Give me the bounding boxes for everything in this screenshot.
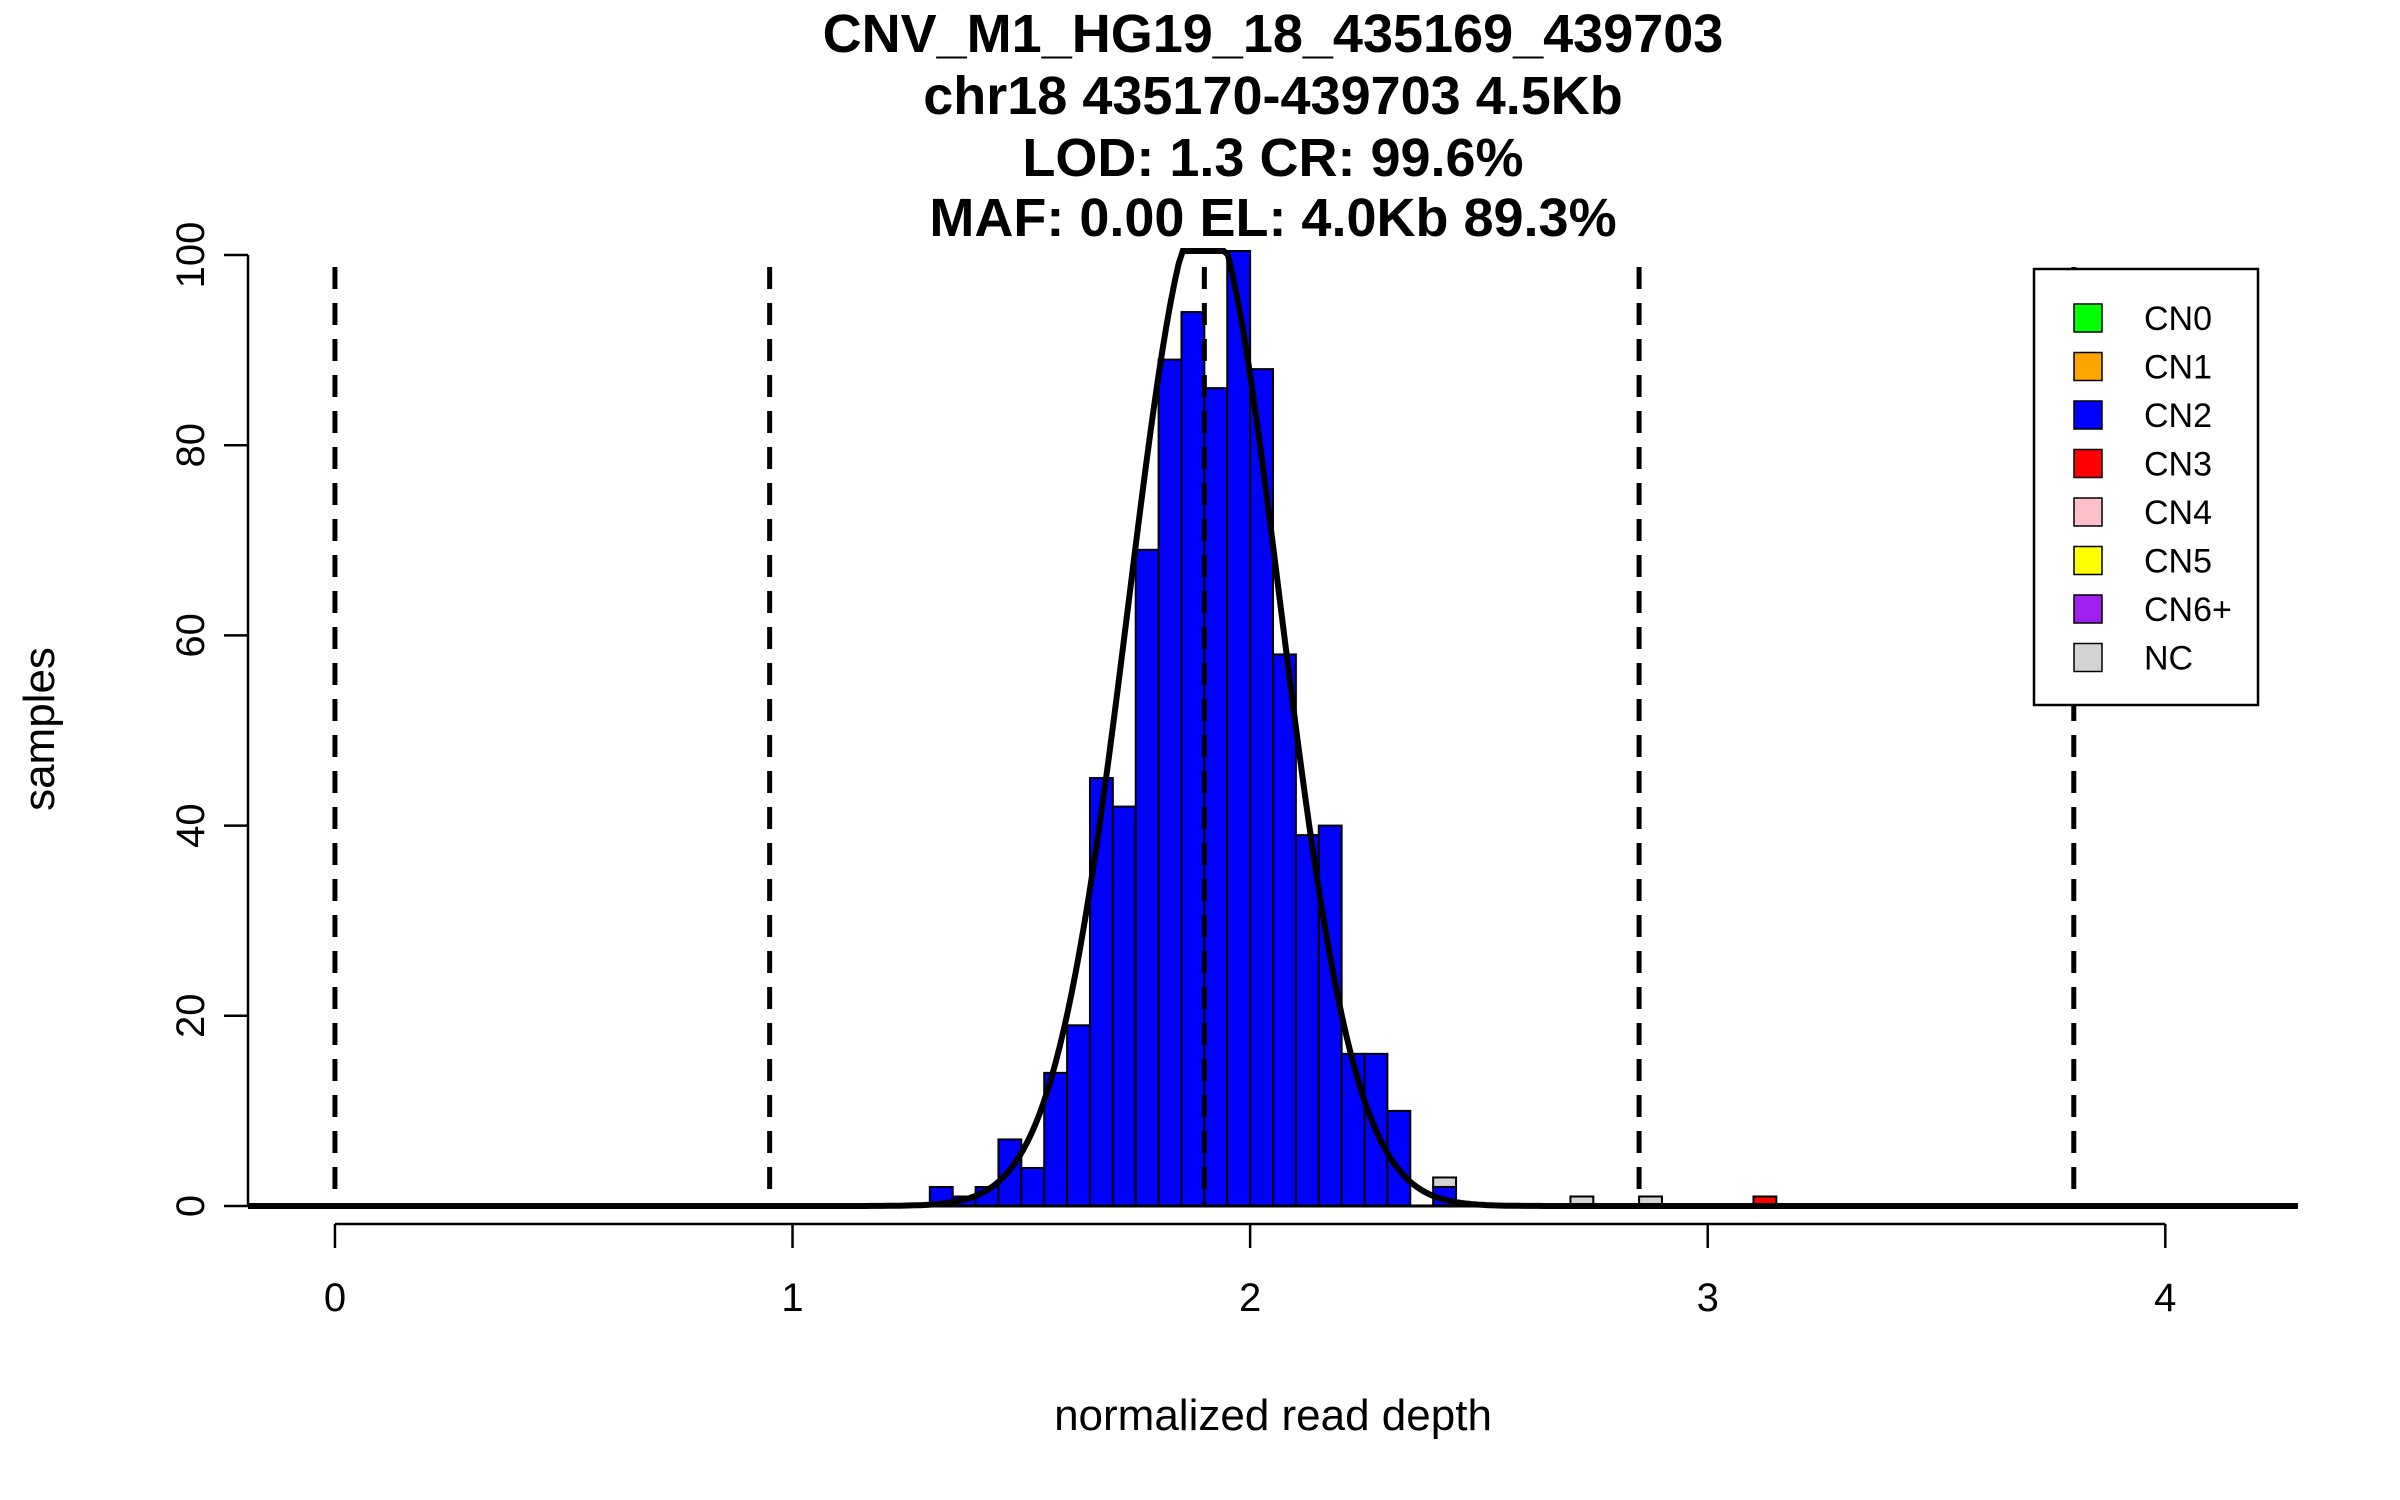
x-axis: 0 1 2 3 4 — [324, 1222, 2176, 1320]
x-tick-label-3: 3 — [1697, 1276, 1719, 1320]
bar-cn2-2.15 — [1317, 824, 1343, 1207]
legend-swatch-cn2 — [2073, 400, 2103, 430]
bar-cn2-1.70 — [1111, 805, 1137, 1208]
bar-cn2-1.60 — [1066, 1024, 1091, 1208]
legend-swatch-cn6plus — [2073, 594, 2103, 624]
legend-label-cn4: CN4 — [2144, 494, 2212, 532]
x-tick-label-1: 1 — [781, 1276, 803, 1320]
bar-cn2-1.50 — [1020, 1166, 1046, 1207]
legend-swatch-cn1 — [2073, 351, 2103, 382]
x-tick-label-0: 0 — [324, 1276, 346, 1320]
bar-cn2-2.05 — [1272, 653, 1297, 1207]
y-tick-label-20: 20 — [169, 994, 213, 1039]
bar-cn2-1.65 — [1088, 777, 1114, 1207]
bar-cn2-2.20 — [1340, 1052, 1366, 1207]
x-tick-label-4: 4 — [2154, 1276, 2176, 1320]
chart-title: CNV_M1_HG19_18_435169_439703 chr18 43517… — [823, 4, 1724, 248]
legend-label-nc: NC — [2144, 640, 2193, 678]
legend-label-cn1: CN1 — [2144, 349, 2212, 387]
legend-swatch-nc — [2073, 642, 2103, 673]
bar-cn2-1.75 — [1134, 548, 1160, 1207]
x-tick-label-2: 2 — [1239, 1276, 1261, 1320]
legend-swatch-cn0 — [2073, 303, 2103, 333]
title-line-1: CNV_M1_HG19_18_435169_439703 — [823, 4, 1724, 64]
y-tick-label-100: 100 — [169, 222, 213, 289]
legend-label-cn2: CN2 — [2144, 397, 2212, 435]
legend-label-cn0: CN0 — [2144, 300, 2212, 338]
y-tick-label-40: 40 — [169, 803, 213, 848]
legend-label-cn3: CN3 — [2144, 446, 2212, 484]
y-tick-label-80: 80 — [169, 423, 213, 468]
bar-cn2-1.85 — [1180, 311, 1206, 1207]
legend-swatch-cn5 — [2073, 545, 2103, 576]
legend: CN0 CN1 CN2 CN3 CN4 CN5 CN6+ NC — [2032, 267, 2260, 707]
bar-nc-2.40 — [1432, 1176, 1458, 1188]
bar-cn2-2.00 — [1249, 368, 1274, 1207]
legend-swatch-cn4 — [2073, 497, 2103, 527]
title-line-4: MAF: 0.00 EL: 4.0Kb 89.3% — [929, 188, 1616, 248]
legend-label-cn5: CN5 — [2144, 543, 2212, 581]
title-line-2: chr18 435170-439703 4.5Kb — [923, 66, 1623, 126]
fit-curve — [248, 248, 2298, 1209]
bar-cn2-2.10 — [1294, 834, 1320, 1207]
legend-label-cn6plus: CN6+ — [2144, 591, 2232, 629]
y-axis-label: samples — [15, 647, 64, 811]
y-axis: 0 20 40 60 80 100 — [169, 222, 250, 1217]
y-tick-label-0: 0 — [169, 1195, 213, 1217]
title-line-3: LOD: 1.3 CR: 99.6% — [1022, 128, 1523, 188]
legend-swatch-cn3 — [2073, 448, 2103, 479]
x-axis-label: normalized read depth — [1054, 1391, 1492, 1440]
legend-box — [2032, 267, 2260, 707]
y-tick-label-60: 60 — [169, 613, 213, 658]
bar-cn2-1.80 — [1157, 358, 1183, 1207]
bar-cn2-1.95 — [1226, 250, 1252, 1207]
bar-cn2-1.90 — [1203, 387, 1229, 1207]
